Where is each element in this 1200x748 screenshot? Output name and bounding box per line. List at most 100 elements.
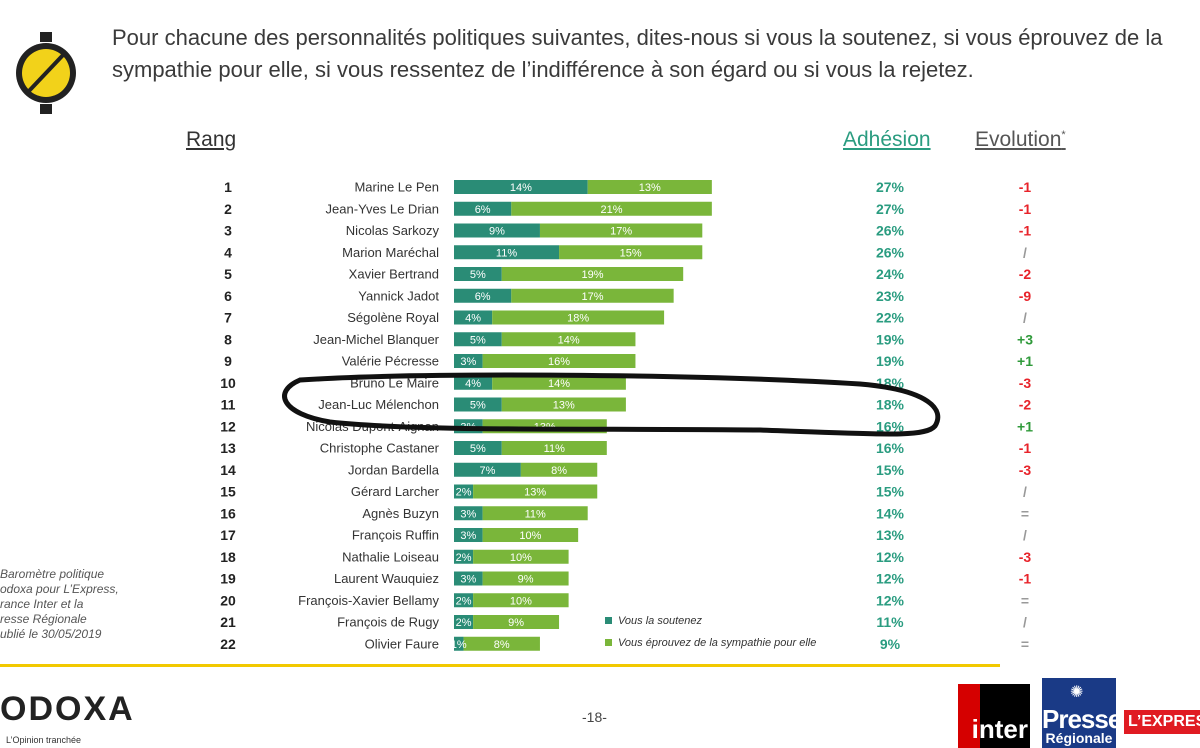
rank-label: 22 (220, 636, 236, 652)
person-name: Jean-Yves Le Drian (326, 201, 439, 216)
rank-label: 19 (220, 571, 236, 587)
column-header-rang: Rang (186, 128, 237, 151)
adhesion-value: 13% (876, 527, 905, 543)
bar-sympathie-label: 10% (519, 530, 541, 542)
adhesion-value: 26% (876, 223, 905, 239)
question-line-2: sympathie pour elle, si vous ressentez d… (112, 57, 974, 82)
presse-label: Presse (1042, 704, 1116, 734)
rank-label: 6 (224, 288, 232, 304)
bar-soutien-label: 3% (460, 530, 476, 542)
person-name: Christophe Castaner (320, 441, 440, 456)
rank-label: 7 (224, 310, 232, 326)
rank-label: 15 (220, 484, 236, 500)
adhesion-value: 11% (876, 614, 904, 630)
rank-label: 1 (224, 179, 232, 195)
adhesion-value: 15% (876, 462, 905, 478)
bar-sympathie (473, 549, 569, 564)
bar-sympathie-label: 8% (494, 639, 510, 651)
bar-soutien (454, 245, 560, 260)
person-name: Olivier Faure (365, 636, 439, 651)
rank-label: 5 (224, 266, 232, 282)
bar-soutien-label: 4% (465, 378, 481, 390)
bar-soutien-label: 5% (470, 269, 486, 281)
evolution-value: = (1021, 505, 1029, 521)
adhesion-value: 19% (876, 331, 905, 347)
bar-sympathie-label: 8% (551, 465, 567, 477)
legend-label-sympathie: Vous éprouvez de la sympathie pour elle (618, 637, 816, 649)
evolution-value: = (1021, 636, 1029, 652)
bar-soutien (454, 375, 493, 390)
bar-soutien-label: 5% (470, 334, 486, 346)
evolution-footnote-mark: * (1061, 129, 1066, 141)
evolution-value: -2 (1019, 266, 1032, 282)
rank-label: 13 (220, 440, 236, 456)
rank-label: 12 (220, 418, 236, 434)
bar-sympathie (482, 354, 636, 368)
evolution-value: / (1023, 527, 1027, 543)
bar-soutien (454, 267, 502, 281)
france-inter-logo: inter (958, 684, 1030, 748)
bar-sympathie-label: 17% (610, 226, 632, 238)
adhesion-value: 16% (876, 440, 905, 456)
bar-soutien (454, 441, 502, 455)
bar-soutien (454, 615, 474, 629)
adhesion-value: 12% (876, 571, 905, 587)
bar-sympathie (511, 288, 674, 303)
source-note: Baromètre politique odoxa pour L’Express… (0, 567, 119, 642)
bar-soutien-label: 6% (475, 204, 491, 216)
france-inter-red-band (958, 684, 980, 748)
rank-label: 20 (220, 592, 236, 608)
bar-sympathie (492, 310, 665, 325)
bar-soutien-label: 3% (460, 356, 476, 368)
bar-soutien-label: 9% (489, 226, 505, 238)
column-header-adhesion: Adhésion (843, 128, 931, 151)
legend-label-soutien: Vous la soutenez (618, 615, 702, 627)
person-name: Nicolas Sarkozy (346, 223, 440, 238)
bar-sympathie-label: 18% (567, 313, 589, 325)
source-line: ublié le 30/05/2019 (0, 627, 102, 641)
source-line: Baromètre politique (0, 567, 105, 581)
bar-soutien-label: 3% (460, 508, 476, 520)
rank-label: 16 (220, 505, 236, 521)
person-name: Gérard Larcher (351, 484, 440, 499)
adhesion-value: 27% (876, 201, 905, 217)
evolution-value: = (1021, 592, 1029, 608)
person-name: Nathalie Loiseau (342, 549, 439, 564)
bar-soutien (454, 528, 483, 542)
bar-soutien (454, 223, 540, 238)
bar-soutien (454, 636, 464, 651)
bar-soutien (454, 593, 474, 608)
legend-swatch-soutien (605, 617, 612, 624)
survey-question: Pour chacune des personnalités politique… (112, 22, 1200, 86)
handdrawn-circle-annotation (282, 372, 941, 437)
bar-sympathie (482, 506, 588, 521)
adhesion-value: 19% (876, 353, 905, 369)
evolution-value: -3 (1019, 462, 1032, 478)
adhesion-value: 16% (876, 418, 905, 434)
bar-soutien-label: 4% (465, 313, 481, 325)
evolution-label: Evolution (975, 128, 1062, 151)
evolution-value: -1 (1019, 223, 1032, 239)
rank-label: 8 (224, 331, 232, 347)
bar-soutien-label: 14% (510, 182, 532, 194)
bar-soutien (454, 332, 502, 347)
person-name: François-Xavier Bellamy (298, 593, 439, 608)
odoxa-brand: ODOXA (0, 690, 135, 728)
stars-icon: ✺ (1070, 684, 1084, 701)
bar-soutien-label: 2% (456, 487, 472, 499)
odoxa-logo-icon (16, 32, 76, 114)
person-name: Ségolène Royal (347, 310, 439, 325)
adhesion-value: 23% (876, 288, 905, 304)
bar-soutien (454, 310, 493, 325)
legend-swatch-sympathie (605, 639, 612, 646)
bar-soutien (454, 201, 512, 216)
adhesion-value: 15% (876, 484, 905, 500)
column-header-evolution: Evolution* (975, 128, 1066, 152)
adhesion-value: 12% (876, 549, 905, 565)
rank-label: 2 (224, 201, 232, 217)
evolution-value: +1 (1017, 353, 1033, 369)
evolution-value: +1 (1017, 418, 1033, 434)
bar-soutien (454, 549, 474, 564)
source-line: odoxa pour L’Express, (0, 582, 119, 596)
person-name: Jean-Michel Blanquer (313, 332, 439, 347)
